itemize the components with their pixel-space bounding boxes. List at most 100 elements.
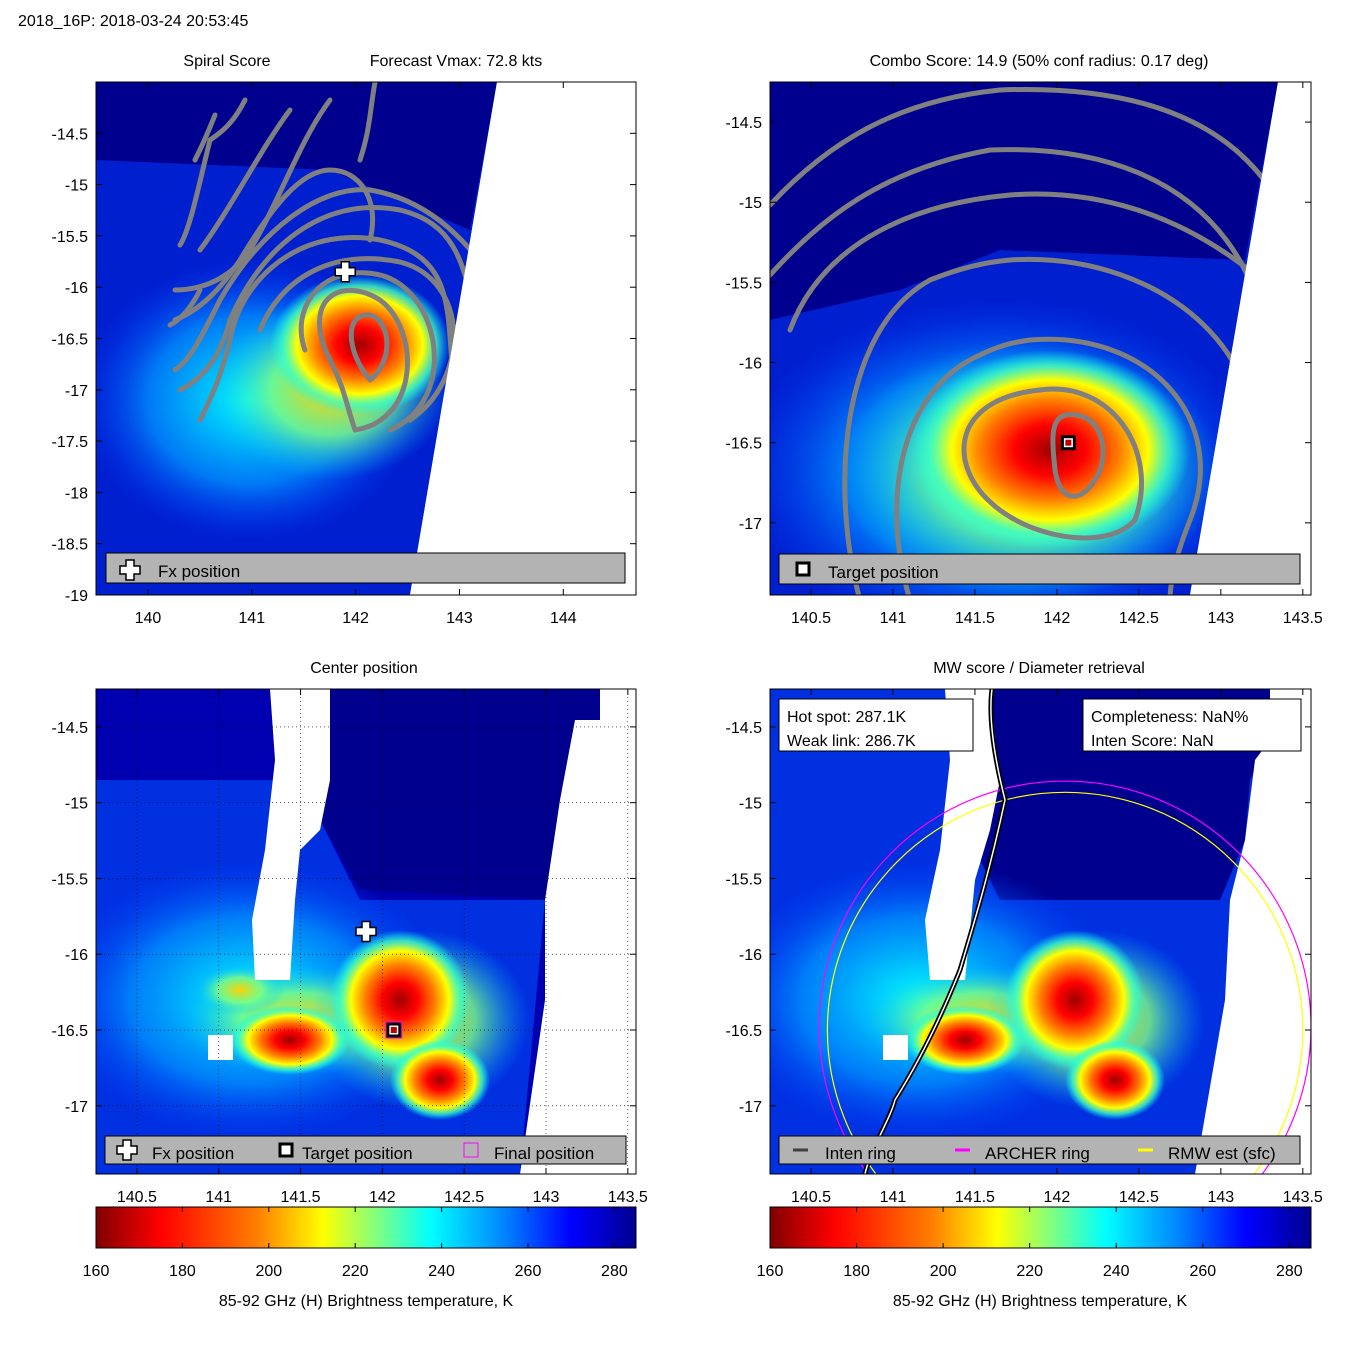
mw-panel: MW score / Diameter retrieval Hot spot: … <box>726 660 1323 1310</box>
colorbar-label: 85-92 GHz (H) Brightness temperature, K <box>893 1293 1188 1310</box>
center-image <box>96 689 636 1174</box>
colorbar-tick-label: 260 <box>1189 1263 1216 1280</box>
rmw-ring <box>826 791 1304 1174</box>
y-tick-label: -17 <box>739 1099 762 1116</box>
y-tick-label: -16.5 <box>726 1023 763 1040</box>
mw-colorbar: 160 180 200 220 240 260 280 85-92 GHz (H) Brig… <box>757 1206 1312 1310</box>
combo-panel: Combo Score: 14.9 (50% conf radius: 0.17… <box>726 53 1323 627</box>
y-tick-label: -15 <box>739 195 762 212</box>
y-tick-label: -19 <box>65 588 88 605</box>
center-xticks: 140.5 141 141.5 142 142.5 143 143.5 <box>117 689 648 1206</box>
hot-spot-text: Hot spot: 287.1K <box>787 709 907 726</box>
colorbar-tick-label: 200 <box>255 1263 282 1280</box>
y-tick-label: -16.5 <box>52 332 89 349</box>
mw-legend-inten: Inten ring <box>825 1144 896 1163</box>
combo-yticks: -14.5 -15 -15.5 -16 -16.5 -17 <box>726 115 1311 533</box>
colorbar-tick-label: 160 <box>83 1263 110 1280</box>
colorbar-tick-label: 240 <box>1103 1263 1130 1280</box>
colorbar-tick-label: 180 <box>169 1263 196 1280</box>
colorbar-gradient <box>95 1206 637 1249</box>
combo-image <box>770 82 1311 595</box>
center-legend: Fx position Target position Final positi… <box>104 1135 627 1165</box>
mw-legend-rmw: RMW est (sfc) <box>1168 1144 1276 1163</box>
center-legend-final: Final position <box>494 1144 594 1163</box>
x-tick-label: 144 <box>550 610 577 627</box>
mw-info-right: Completeness: NaN% Inten Score: NaN <box>1082 698 1302 752</box>
x-tick-label: 141.5 <box>955 610 995 627</box>
mw-legend-archer: ARCHER ring <box>985 1144 1090 1163</box>
y-tick-label: -15.5 <box>726 871 763 888</box>
y-tick-label: -15 <box>739 796 762 813</box>
x-tick-label: 140.5 <box>791 1189 831 1206</box>
target-center <box>1065 439 1072 446</box>
x-tick-label: 140.5 <box>117 1189 157 1206</box>
fx-legend-icon <box>119 559 141 581</box>
colorbar-ticks: 160 180 200 220 240 260 280 <box>757 1207 1303 1280</box>
combo-title: Combo Score: 14.9 (50% conf radius: 0.17… <box>870 53 1209 70</box>
x-tick-label: 142.5 <box>444 1189 484 1206</box>
combo-markers <box>1060 435 1076 451</box>
y-tick-label: -15.5 <box>52 871 89 888</box>
x-tick-label: 142 <box>1044 1189 1071 1206</box>
colorbar-ticks: 160 180 200 220 240 260 280 <box>83 1207 628 1280</box>
y-tick-label: -15 <box>65 796 88 813</box>
colorbar-tick-label: 240 <box>428 1263 455 1280</box>
y-tick-label: -18 <box>65 485 88 502</box>
y-tick-label: -16 <box>739 947 762 964</box>
colorbar-tick-label: 180 <box>843 1263 870 1280</box>
spiral-xticks: 140 141 142 143 144 <box>135 82 577 627</box>
center-title: Center position <box>310 660 418 677</box>
spiral-legend-fx: Fx position <box>158 562 240 581</box>
mw-title: MW score / Diameter retrieval <box>933 660 1145 677</box>
y-tick-label: -15.5 <box>52 229 89 246</box>
x-tick-label: 143.5 <box>1283 610 1323 627</box>
x-tick-label: 141.5 <box>281 1189 321 1206</box>
combo-xticks: 140.5 141 141.5 142 142.5 143 143.5 <box>791 82 1323 627</box>
y-tick-label: -15 <box>65 178 88 195</box>
center-grid <box>96 689 636 1174</box>
center-yticks: -14.5 -15 -15.5 -16 -16.5 -17 <box>52 720 636 1116</box>
weak-link-text: Weak link: 286.7K <box>787 733 916 750</box>
x-tick-label: 142.5 <box>1119 1189 1159 1206</box>
spiral-vmax: Forecast Vmax: 72.8 kts <box>370 53 543 70</box>
spiral-yticks: -14.5 -15 -15.5 -16 -16.5 -17 -17.5 -18 -18.5 -19 <box>52 126 636 605</box>
spiral-image <box>96 82 636 595</box>
colorbar-tick-label: 220 <box>1016 1263 1043 1280</box>
x-tick-label: 143 <box>446 610 473 627</box>
header-title: 2018_16P: 2018-03-24 20:53:45 <box>18 13 249 30</box>
mw-yticks: -14.5 -15 -15.5 -16 -16.5 -17 <box>726 720 1311 1116</box>
spiral-contours <box>167 82 518 433</box>
combo-legend: Target position <box>778 553 1301 585</box>
mw-xticks: 140.5 141 141.5 142 142.5 143 143.5 <box>791 689 1323 1206</box>
target-legend-icon <box>278 1142 294 1158</box>
spiral-panel: Spiral Score Forecast Vmax: 72.8 kts <box>52 53 637 627</box>
y-tick-label: -18.5 <box>52 537 89 554</box>
target-center <box>390 1027 397 1034</box>
fx-position-marker <box>334 261 356 283</box>
y-tick-label: -16.5 <box>52 1023 89 1040</box>
x-tick-label: 141 <box>205 1189 232 1206</box>
x-tick-label: 141.5 <box>955 1189 995 1206</box>
y-tick-label: -16 <box>739 356 762 373</box>
center-legend-fx: Fx position <box>152 1144 234 1163</box>
final-position-marker <box>385 1021 403 1039</box>
x-tick-label: 141 <box>880 610 907 627</box>
final-legend-icon <box>463 1142 479 1158</box>
mw-image <box>770 689 1311 1174</box>
colorbar-tick-label: 160 <box>757 1263 784 1280</box>
spiral-legend: Fx position <box>105 552 626 584</box>
archer-ring <box>818 780 1311 1174</box>
y-tick-label: -15.5 <box>726 275 763 292</box>
colorbar-label: 85-92 GHz (H) Brightness temperature, K <box>219 1293 514 1310</box>
y-tick-label: -17 <box>65 383 88 400</box>
y-tick-label: -14.5 <box>726 720 763 737</box>
x-tick-label: 141 <box>238 610 265 627</box>
mw-info-left: Hot spot: 287.1K Weak link: 286.7K <box>778 698 974 752</box>
mw-legend: Inten ring ARCHER ring RMW est (sfc) <box>778 1135 1301 1165</box>
x-tick-label: 142 <box>369 1189 396 1206</box>
x-tick-label: 143 <box>1207 610 1234 627</box>
y-tick-label: -14.5 <box>52 126 89 143</box>
center-colorbar: 160 180 200 220 240 260 280 85-92 GHz (H) Brig… <box>83 1206 637 1310</box>
center-legend-target: Target position <box>302 1144 413 1163</box>
